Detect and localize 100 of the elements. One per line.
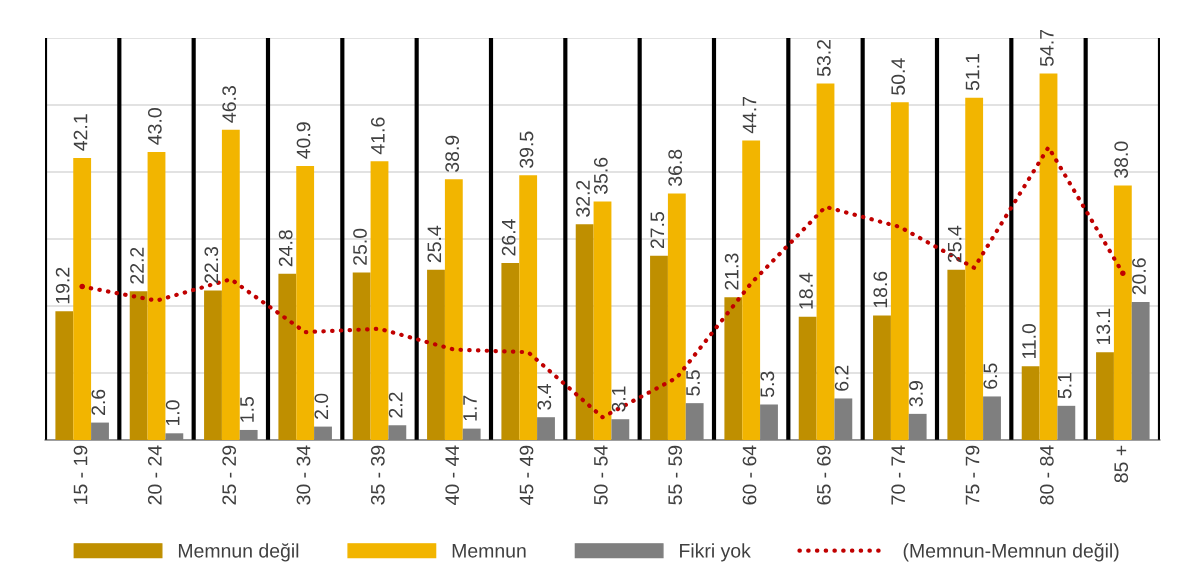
data-label: 11.0 (1022, 323, 1036, 359)
x-tick-label: 45 - 49 (519, 445, 534, 505)
bar (760, 404, 778, 440)
bar (983, 396, 1001, 440)
data-label: 25.0 (353, 228, 367, 265)
x-tick-label: 80 - 84 (1039, 445, 1054, 505)
data-label: 2.6 (91, 389, 106, 415)
bar (1039, 73, 1058, 440)
x-tick-label: 25 - 29 (222, 445, 237, 505)
data-label: 21.3 (724, 253, 739, 290)
bar (947, 269, 966, 440)
data-label: 1.7 (463, 395, 477, 421)
x-tick-label: 70 - 74 (891, 445, 906, 505)
data-label: 3.4 (537, 384, 552, 410)
data-label: 6.2 (834, 365, 849, 391)
data-label: 1.0 (165, 400, 180, 426)
data-label: 5.1 (1057, 373, 1072, 399)
data-label: 3.9 (909, 381, 923, 407)
bar (204, 290, 222, 440)
x-tick-label: 30 - 34 (296, 445, 311, 505)
x-tick-label: 65 - 69 (816, 445, 831, 505)
bar (221, 129, 240, 440)
bar (685, 403, 704, 440)
x-tick-label: 50 - 54 (593, 445, 608, 505)
x-tick-label: 60 - 64 (742, 445, 757, 505)
data-label: 42.1 (73, 114, 88, 151)
data-label: 20.6 (1132, 258, 1146, 295)
legend-label: Memnun değil (178, 543, 299, 562)
bar (667, 193, 686, 440)
bar (1131, 301, 1150, 440)
data-label: 38.0 (1114, 141, 1129, 178)
data-label: 38.9 (445, 135, 460, 172)
bar (73, 157, 92, 440)
x-tick-label: 35 - 39 (370, 445, 385, 505)
bar (165, 433, 184, 440)
bar (873, 315, 891, 440)
bar (388, 425, 407, 440)
data-label: 46.3 (222, 86, 237, 123)
bar (593, 201, 612, 440)
bar (444, 179, 463, 440)
bar (427, 269, 445, 440)
data-label: 5.5 (686, 370, 700, 396)
data-label: 18.4 (799, 272, 813, 309)
data-label: 54.7 (1040, 29, 1054, 67)
x-tick-label: 85 + (1114, 445, 1129, 483)
bar (798, 316, 817, 440)
legend-label: Fikri yok (680, 543, 751, 562)
data-label: 22.2 (130, 247, 144, 284)
data-label: 25.4 (427, 225, 442, 263)
legend-label: Memnun (452, 544, 526, 558)
data-label: 13.1 (1096, 308, 1111, 345)
bar (965, 97, 984, 440)
bar (537, 417, 555, 440)
data-label: 3.1 (611, 386, 626, 412)
x-tick-label: 40 - 44 (445, 445, 460, 505)
data-label: 44.7 (742, 96, 757, 134)
bar (147, 151, 166, 440)
x-tick-label: 15 - 19 (73, 445, 88, 504)
bar (1057, 405, 1076, 440)
bar (239, 429, 258, 440)
data-label: 53.2 (816, 39, 831, 77)
bar (1113, 185, 1132, 440)
bar (278, 273, 297, 440)
data-label: 39.5 (519, 131, 534, 168)
bar (742, 140, 761, 440)
x-tick-label: 20 - 24 (147, 445, 162, 505)
data-label: 2.0 (314, 393, 329, 419)
bar (1021, 366, 1040, 440)
bar (91, 422, 109, 440)
bar (352, 272, 371, 440)
data-label: 43.0 (147, 108, 162, 145)
data-label: 2.2 (388, 392, 403, 418)
bar (370, 161, 389, 440)
bar (890, 102, 909, 440)
data-label: 26.4 (501, 219, 516, 256)
bar (575, 224, 594, 440)
bar (834, 398, 853, 440)
data-label: 22.3 (204, 246, 219, 283)
data-label: 24.8 (278, 230, 293, 267)
legend-label: (Memnun-Memnun değil) (903, 543, 1119, 562)
bar (611, 419, 630, 440)
bar (129, 291, 148, 440)
data-label: 25.4 (947, 225, 962, 263)
data-label: 40.9 (296, 122, 311, 159)
data-label: 35.6 (593, 157, 608, 195)
data-label: 6.5 (983, 363, 998, 389)
bar (1096, 352, 1114, 440)
data-label: 27.5 (650, 212, 665, 249)
x-tick-label: 75 - 79 (965, 445, 980, 505)
bar (650, 255, 668, 440)
x-tick-label: 55 - 59 (668, 445, 683, 505)
data-label: 50.4 (891, 58, 906, 95)
bar (296, 165, 315, 440)
bar (816, 83, 835, 440)
data-label: 5.3 (760, 371, 775, 398)
data-label: 1.5 (240, 397, 254, 422)
bar (55, 311, 74, 440)
data-label: 51.1 (965, 54, 980, 91)
data-label: 36.8 (668, 149, 683, 186)
bar (724, 297, 743, 440)
